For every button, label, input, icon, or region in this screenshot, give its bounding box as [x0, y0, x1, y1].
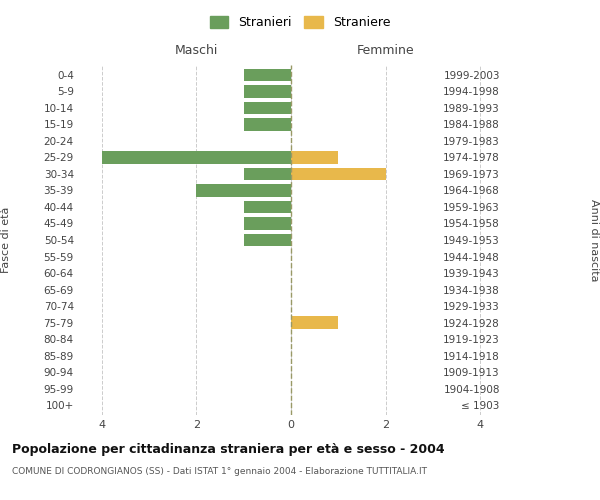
Text: Popolazione per cittadinanza straniera per età e sesso - 2004: Popolazione per cittadinanza straniera p… [12, 442, 445, 456]
Bar [244, 118, 291, 130]
Text: Maschi: Maschi [175, 44, 218, 58]
Bar [244, 218, 291, 230]
Bar [244, 102, 291, 114]
Legend: Stranieri, Straniere: Stranieri, Straniere [205, 11, 395, 34]
Text: Femmine: Femmine [357, 44, 415, 58]
Bar [244, 234, 291, 246]
Text: Fasce di età: Fasce di età [1, 207, 11, 273]
Text: Anni di nascita: Anni di nascita [589, 198, 599, 281]
Bar [244, 201, 291, 213]
Bar [291, 152, 338, 164]
Bar [291, 316, 338, 328]
Bar [244, 68, 291, 81]
Bar [196, 184, 291, 196]
Bar [244, 85, 291, 98]
Text: COMUNE DI CODRONGIANOS (SS) - Dati ISTAT 1° gennaio 2004 - Elaborazione TUTTITAL: COMUNE DI CODRONGIANOS (SS) - Dati ISTAT… [12, 468, 427, 476]
Bar [291, 168, 386, 180]
Bar [101, 152, 291, 164]
Bar [244, 168, 291, 180]
